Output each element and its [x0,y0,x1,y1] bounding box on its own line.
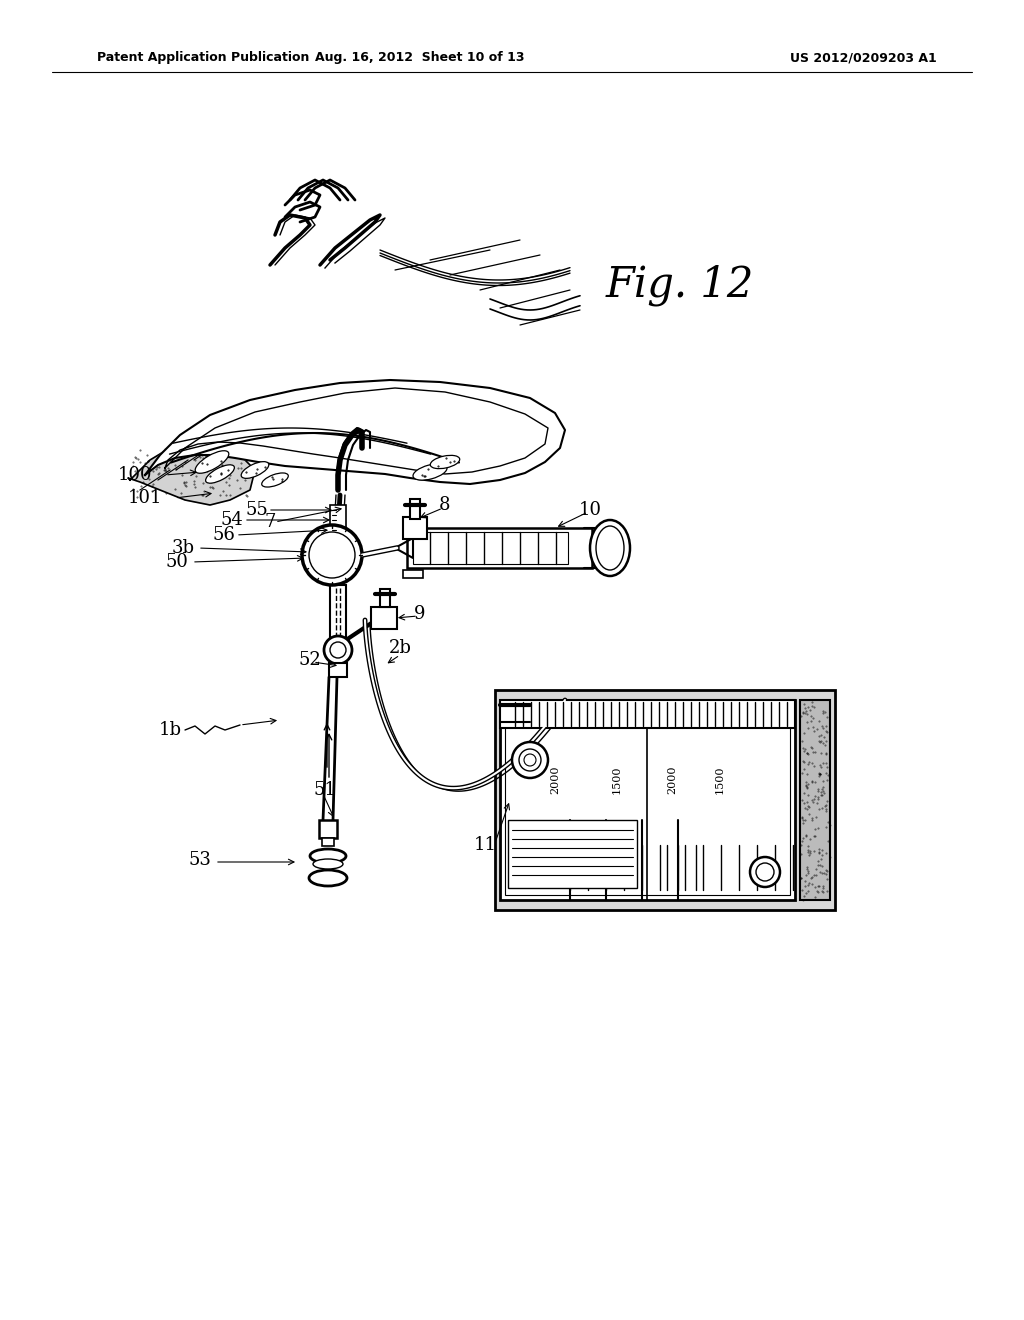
Text: 53: 53 [188,851,211,869]
Text: US 2012/0209203 A1: US 2012/0209203 A1 [790,51,937,65]
Text: 9: 9 [415,605,426,623]
Bar [800,700,830,900]
Bar [330,506,346,535]
Text: 1500: 1500 [715,766,725,795]
Bar [495,690,835,909]
Text: 7: 7 [264,513,275,531]
Ellipse shape [196,450,228,474]
Ellipse shape [242,462,269,478]
Text: 2000: 2000 [667,766,677,795]
Circle shape [756,863,774,880]
Polygon shape [145,380,565,484]
Bar [371,607,397,630]
Text: 3b: 3b [172,539,195,557]
Ellipse shape [313,859,343,869]
Bar [403,517,427,539]
Ellipse shape [413,463,447,480]
Text: 1500: 1500 [612,766,622,795]
Bar [505,705,790,895]
Text: 11: 11 [473,836,497,854]
Text: 56: 56 [212,525,234,544]
Bar [403,570,423,578]
Circle shape [324,636,352,664]
Bar [500,700,795,900]
Ellipse shape [310,849,346,863]
Bar [410,499,420,519]
Text: 51: 51 [313,781,337,799]
Bar [500,700,795,729]
Text: 101: 101 [128,488,162,507]
Text: Aug. 16, 2012  Sheet 10 of 13: Aug. 16, 2012 Sheet 10 of 13 [315,51,524,65]
Bar [329,663,347,677]
Bar [330,585,346,640]
Ellipse shape [596,525,624,570]
Ellipse shape [206,465,234,483]
Circle shape [309,532,355,578]
Ellipse shape [262,473,289,487]
Text: 55: 55 [246,502,268,519]
Circle shape [750,857,780,887]
Circle shape [512,742,548,777]
Circle shape [330,642,346,657]
Circle shape [524,754,536,766]
Text: 10: 10 [579,502,601,519]
Text: 2000: 2000 [550,766,560,795]
Ellipse shape [430,455,460,469]
Text: 54: 54 [220,511,243,529]
Polygon shape [128,440,255,506]
Text: Patent Application Publication: Patent Application Publication [97,51,309,65]
Text: 2b: 2b [388,639,412,657]
Text: 100: 100 [118,466,152,484]
Ellipse shape [590,520,630,576]
Polygon shape [395,539,413,558]
Bar [319,820,337,838]
Bar [403,520,423,528]
Text: 50: 50 [165,553,188,572]
Text: Fig. 12: Fig. 12 [606,264,755,306]
Bar [380,589,390,607]
Circle shape [519,748,541,771]
Text: 1b: 1b [159,721,181,739]
Bar [322,838,334,846]
Bar [413,532,568,564]
Text: 52: 52 [299,651,322,669]
Text: 8: 8 [439,496,451,513]
Bar [508,820,637,888]
Ellipse shape [309,870,347,886]
Bar [407,528,592,568]
Circle shape [302,525,362,585]
